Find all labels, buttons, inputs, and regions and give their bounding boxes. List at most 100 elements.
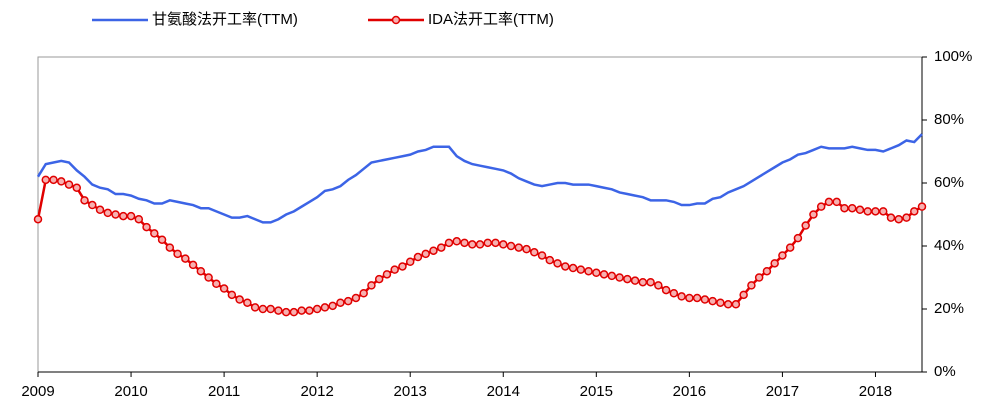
series-marker	[250, 303, 260, 312]
x-tick-label: 2018	[859, 383, 892, 400]
y-tick-label: 100%	[934, 48, 972, 65]
series-marker	[436, 243, 446, 252]
series-marker	[212, 279, 221, 289]
series-marker	[840, 203, 849, 213]
series-marker	[188, 260, 198, 270]
series-marker	[297, 306, 306, 315]
series-marker	[685, 293, 694, 303]
series-marker	[452, 237, 461, 246]
series-marker	[57, 177, 66, 186]
series-marker	[351, 293, 361, 303]
series-marker	[801, 221, 810, 230]
series-marker	[886, 213, 896, 222]
series-marker	[692, 293, 702, 303]
series-marker	[816, 202, 826, 211]
x-tick-label: 2010	[114, 383, 147, 400]
series-marker	[770, 259, 779, 268]
series-marker	[119, 211, 128, 221]
series-marker	[623, 274, 632, 284]
series-marker	[855, 205, 865, 215]
series-marker	[661, 285, 671, 295]
legend-label: 甘氨酸法开工率(TTM)	[152, 11, 298, 28]
series-marker	[328, 301, 337, 311]
series-marker	[41, 175, 51, 185]
series-marker	[545, 255, 555, 265]
series-marker	[343, 296, 353, 306]
series-marker	[374, 274, 384, 284]
series-marker	[576, 265, 586, 274]
series-marker	[723, 300, 733, 309]
series-marker	[739, 290, 748, 300]
series-marker	[871, 207, 880, 216]
series-marker	[281, 307, 291, 317]
series-marker	[320, 303, 330, 312]
series-marker	[95, 205, 105, 215]
series-marker	[584, 266, 593, 276]
y-tick-label: 20%	[934, 300, 964, 317]
series-marker	[561, 262, 570, 271]
series-marker	[460, 238, 469, 248]
series-marker	[49, 175, 58, 185]
series-marker	[654, 281, 663, 290]
series-marker	[646, 277, 655, 287]
series-marker	[196, 266, 206, 276]
series-marker	[142, 222, 151, 232]
series-marker	[227, 290, 237, 300]
series-line	[36, 133, 923, 224]
y-tick-label: 0%	[934, 363, 956, 380]
series-marker	[173, 249, 182, 259]
series-marker	[537, 251, 547, 260]
series-marker	[514, 243, 524, 252]
series-marker	[700, 295, 710, 304]
series-marker	[909, 207, 919, 216]
x-tick-label: 2009	[21, 383, 54, 400]
series-marker	[181, 254, 190, 263]
series-marker	[305, 306, 314, 315]
series-marker	[165, 243, 175, 252]
series-marker	[902, 213, 911, 222]
series-marker	[33, 214, 43, 224]
series-marker	[638, 277, 648, 287]
series-marker	[429, 246, 438, 255]
series-marker	[134, 214, 144, 224]
x-tick-label: 2012	[300, 383, 333, 400]
series-marker	[894, 214, 903, 224]
series-marker	[88, 200, 97, 210]
series-marker	[522, 244, 531, 254]
legend-marker	[391, 15, 401, 25]
series-marker	[367, 281, 376, 290]
series-marker	[917, 202, 927, 211]
series-marker	[421, 249, 430, 259]
series-marker	[592, 268, 601, 278]
series-marker	[103, 208, 113, 218]
series-marker	[111, 210, 120, 219]
series-marker	[553, 259, 562, 268]
y-tick-label: 80%	[934, 111, 964, 128]
series-marker	[444, 238, 454, 248]
x-tick-label: 2015	[580, 383, 613, 400]
x-tick-label: 2014	[487, 383, 520, 400]
series-marker	[126, 211, 136, 221]
series-marker	[878, 207, 888, 216]
series-marker	[235, 295, 244, 304]
x-tick-label: 2013	[394, 383, 427, 400]
series-marker	[204, 273, 213, 282]
series-marker	[72, 183, 82, 192]
series-marker	[289, 307, 299, 317]
x-tick-label: 2011	[208, 383, 240, 400]
series-marker	[778, 251, 787, 260]
series-marker	[475, 240, 485, 249]
series-marker	[847, 203, 857, 213]
series-marker	[630, 276, 640, 285]
series-marker	[219, 284, 229, 293]
series-marker	[607, 271, 617, 281]
series-marker	[530, 248, 539, 257]
series-marker	[491, 238, 500, 248]
series-marker	[793, 233, 803, 243]
series-marker	[506, 241, 516, 251]
series-marker	[716, 298, 725, 307]
series-marker	[615, 273, 624, 282]
y-tick-label: 40%	[934, 237, 964, 254]
series-marker	[568, 263, 578, 273]
series-marker	[243, 298, 252, 307]
